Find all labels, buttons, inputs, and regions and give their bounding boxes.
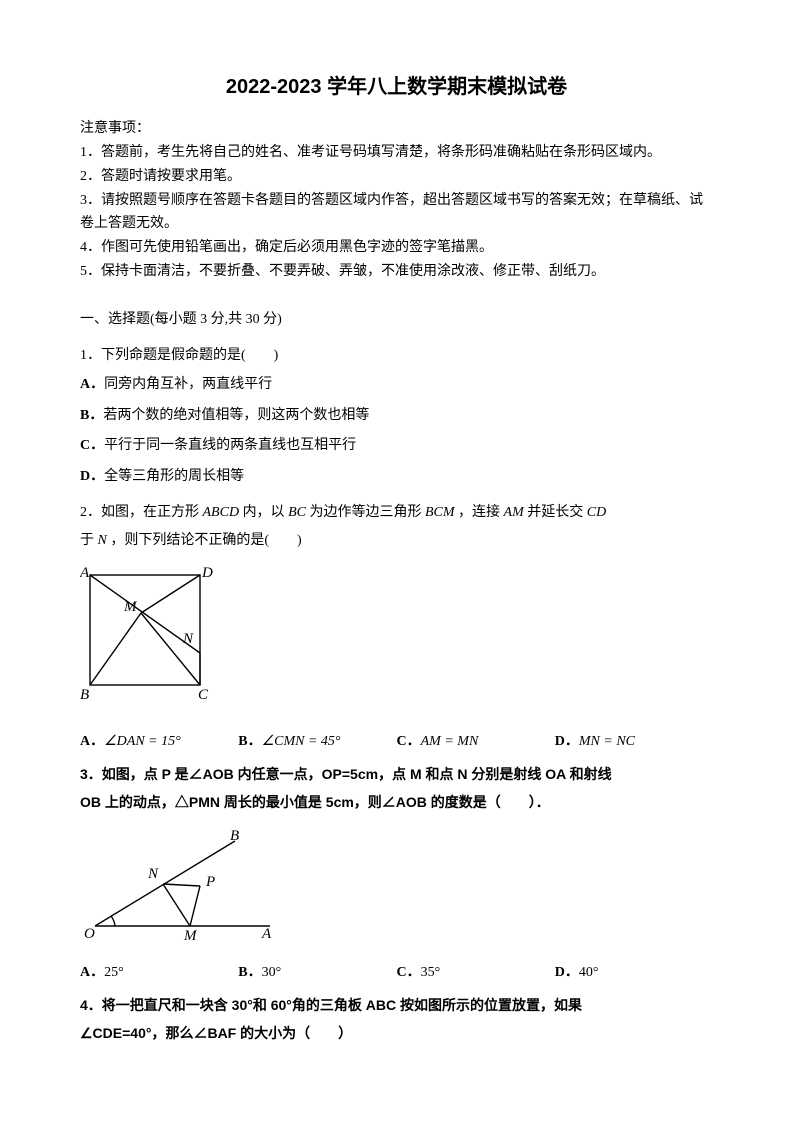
q3-opt-b: B．30° (238, 961, 396, 981)
svg-text:B: B (230, 828, 239, 844)
q1-opt-c-text: 平行于同一条直线的两条直线也互相平行 (104, 438, 356, 453)
q1-opt-c: C．平行于同一条直线的两条直线也互相平行 (80, 431, 713, 462)
notice-5: 5．保持卡面清洁，不要折叠、不要弄破、弄皱，不准使用涂改液、修正带、刮纸刀。 (80, 260, 713, 284)
svg-text:M: M (123, 599, 138, 615)
svg-text:A: A (261, 926, 272, 942)
q1-opt-b-text: 若两个数的绝对值相等，则这两个数也相等 (103, 408, 369, 423)
svg-text:N: N (147, 866, 159, 882)
q1-options: A．同旁内角互补，两直线平行 B．若两个数的绝对值相等，则这两个数也相等 C．平… (80, 370, 713, 493)
q3-opt-c-text: 35° (421, 965, 441, 980)
q2-opt-b-text: ∠CMN = 45° (262, 734, 341, 749)
notice-4: 4．作图可先使用铅笔画出，确定后必须用黑色字迹的签字笔描黑。 (80, 236, 713, 260)
q3-opt-a: A．25° (80, 961, 238, 981)
svg-text:O: O (84, 926, 95, 942)
q2-opt-d: D．MN = NC (555, 730, 713, 750)
q2-opt-a: A．∠DAN = 15° (80, 730, 238, 750)
q2-opt-c-text: AM = MN (421, 734, 479, 749)
svg-text:B: B (80, 687, 89, 703)
q3-svg: O A B M P N (80, 826, 280, 946)
q1-stem: 1．下列命题是假命题的是( ) (80, 342, 713, 370)
q4-line1: 4．将一把直尺和一块含 30°和 60°角的三角板 ABC 按如图所示的位置放置… (80, 991, 713, 1019)
q1-opt-a-text: 同旁内角互补，两直线平行 (104, 377, 272, 392)
q3-opt-d: D．40° (555, 961, 713, 981)
q1-opt-d: D．全等三角形的周长相等 (80, 462, 713, 493)
svg-text:D: D (201, 565, 213, 581)
svg-text:C: C (198, 687, 209, 703)
page-title: 2022-2023 学年八上数学期末模拟试卷 (80, 70, 713, 99)
exam-page: 2022-2023 学年八上数学期末模拟试卷 注意事项： 1．答题前，考生先将自… (0, 0, 793, 1122)
q2-svg: A D B C M N (80, 565, 220, 715)
q3-options: A．25° B．30° C．35° D．40° (80, 961, 713, 981)
notice-2: 2．答题时请按要求用笔。 (80, 165, 713, 189)
svg-text:A: A (80, 565, 90, 581)
q1-opt-b: B．若两个数的绝对值相等，则这两个数也相等 (80, 401, 713, 432)
q2-opt-b: B．∠CMN = 45° (238, 730, 396, 750)
q3-opt-d-text: 40° (579, 965, 599, 980)
q2-line1: 2．如图，在正方形 ABCD 内，以 BC 为边作等边三角形 BCM ，连接 A… (80, 499, 713, 527)
q3-opt-c: C．35° (397, 961, 555, 981)
q1-opt-a: A．同旁内角互补，两直线平行 (80, 370, 713, 401)
q2-opt-d-text: MN = NC (579, 734, 635, 749)
q3-line2: OB 上的动点，△PMN 周长的最小值是 5cm，则∠AOB 的度数是（ ）． (80, 788, 713, 816)
q1-opt-d-text: 全等三角形的周长相等 (104, 469, 244, 484)
notice-3: 3．请按照题号顺序在答题卡各题目的答题区域内作答，超出答题区域书写的答案无效；在… (80, 189, 713, 237)
notice-1: 1．答题前，考生先将自己的姓名、准考证号码填写清楚，将条形码准确粘贴在条形码区域… (80, 141, 713, 165)
q4-line2: ∠CDE=40°，那么∠BAF 的大小为（ ） (80, 1019, 713, 1047)
notice-heading: 注意事项： (80, 117, 713, 137)
q2-l1-a: 2．如图，在正方形 (80, 505, 203, 520)
q3-line1: 3．如图，点 P 是∠AOB 内任意一点，OP=5cm，点 M 和点 N 分别是… (80, 760, 713, 788)
section-1-heading: 一、选择题(每小题 3 分,共 30 分) (80, 308, 713, 328)
q3-figure: O A B M P N (80, 826, 713, 951)
q2-opt-a-text: ∠DAN = 15° (104, 734, 181, 749)
q2-options: A．∠DAN = 15° B．∠CMN = 45° C．AM = MN D．MN… (80, 730, 713, 750)
svg-text:M: M (183, 928, 198, 944)
q2-opt-c: C．AM = MN (397, 730, 555, 750)
q3-opt-b-text: 30° (262, 965, 282, 980)
q2-line2: 于 N ，则下列结论不正确的是( ) (80, 527, 713, 555)
q3-opt-a-text: 25° (104, 965, 124, 980)
svg-text:N: N (182, 631, 194, 647)
q2-figure: A D B C M N (80, 565, 713, 720)
svg-text:P: P (205, 874, 215, 890)
